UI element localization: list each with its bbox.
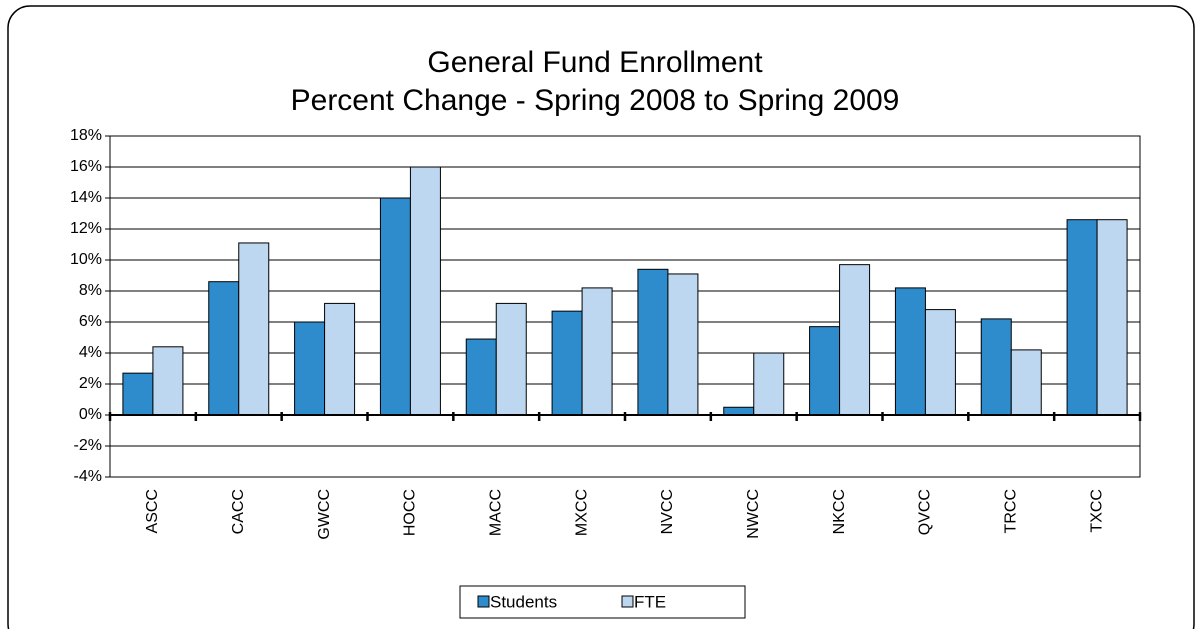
legend-label: FTE (634, 592, 666, 611)
x-tick-label: MXCC (573, 489, 590, 536)
x-tick-label: HOCC (402, 489, 419, 536)
x-tick-label: CACC (230, 489, 247, 534)
bar (809, 326, 841, 416)
y-tick-label: 8% (79, 282, 102, 299)
y-tick-label: 12% (70, 220, 102, 237)
bar (122, 372, 154, 416)
x-tick-label: MACC (487, 489, 504, 536)
chart-title: General Fund Enrollment (427, 46, 763, 79)
legend-swatch (477, 595, 490, 608)
y-tick-label: 6% (79, 313, 102, 330)
bar (1066, 219, 1098, 416)
chart-subtitle: Percent Change - Spring 2008 to Spring 2… (291, 84, 900, 117)
x-tick-label: QVCC (917, 489, 934, 535)
legend-label: Students (490, 592, 557, 611)
bar (208, 281, 240, 416)
bar (753, 352, 785, 416)
y-tick-label: 4% (79, 344, 102, 361)
x-tick-label: ASCC (144, 489, 161, 533)
x-tick-label: TXCC (1088, 489, 1105, 533)
bar (465, 338, 497, 416)
bar (551, 310, 583, 416)
legend-swatch (621, 595, 634, 608)
x-tick-label: GWCC (316, 489, 333, 540)
bar (723, 406, 755, 416)
bar (924, 309, 956, 416)
legend-box (459, 585, 746, 619)
y-tick-label: 14% (70, 189, 102, 206)
bar (980, 318, 1012, 416)
y-tick-label: 10% (70, 251, 102, 268)
y-tick-label: 16% (70, 158, 102, 175)
x-tick-label: NKCC (831, 489, 848, 534)
bar (1010, 349, 1042, 416)
y-tick-label: -4% (74, 468, 102, 485)
y-tick-label: -2% (74, 437, 102, 454)
bar (839, 264, 871, 416)
bar (637, 268, 669, 416)
bar (1096, 219, 1128, 416)
bar (324, 302, 356, 416)
bar (409, 166, 441, 416)
y-tick-label: 2% (79, 375, 102, 392)
bar (152, 346, 184, 416)
bar (294, 321, 326, 416)
x-tick-label: NWCC (745, 489, 762, 539)
bar (379, 197, 411, 416)
y-tick-label: 0% (79, 406, 102, 423)
x-tick-label: NVCC (659, 489, 676, 534)
bar (894, 287, 926, 416)
legend: Students FTE (459, 585, 746, 619)
bar (581, 287, 613, 416)
bar (495, 302, 527, 416)
y-tick-label: 18% (70, 127, 102, 144)
x-tick-label: TRCC (1002, 489, 1019, 533)
bar (238, 242, 270, 416)
bar (667, 273, 699, 416)
